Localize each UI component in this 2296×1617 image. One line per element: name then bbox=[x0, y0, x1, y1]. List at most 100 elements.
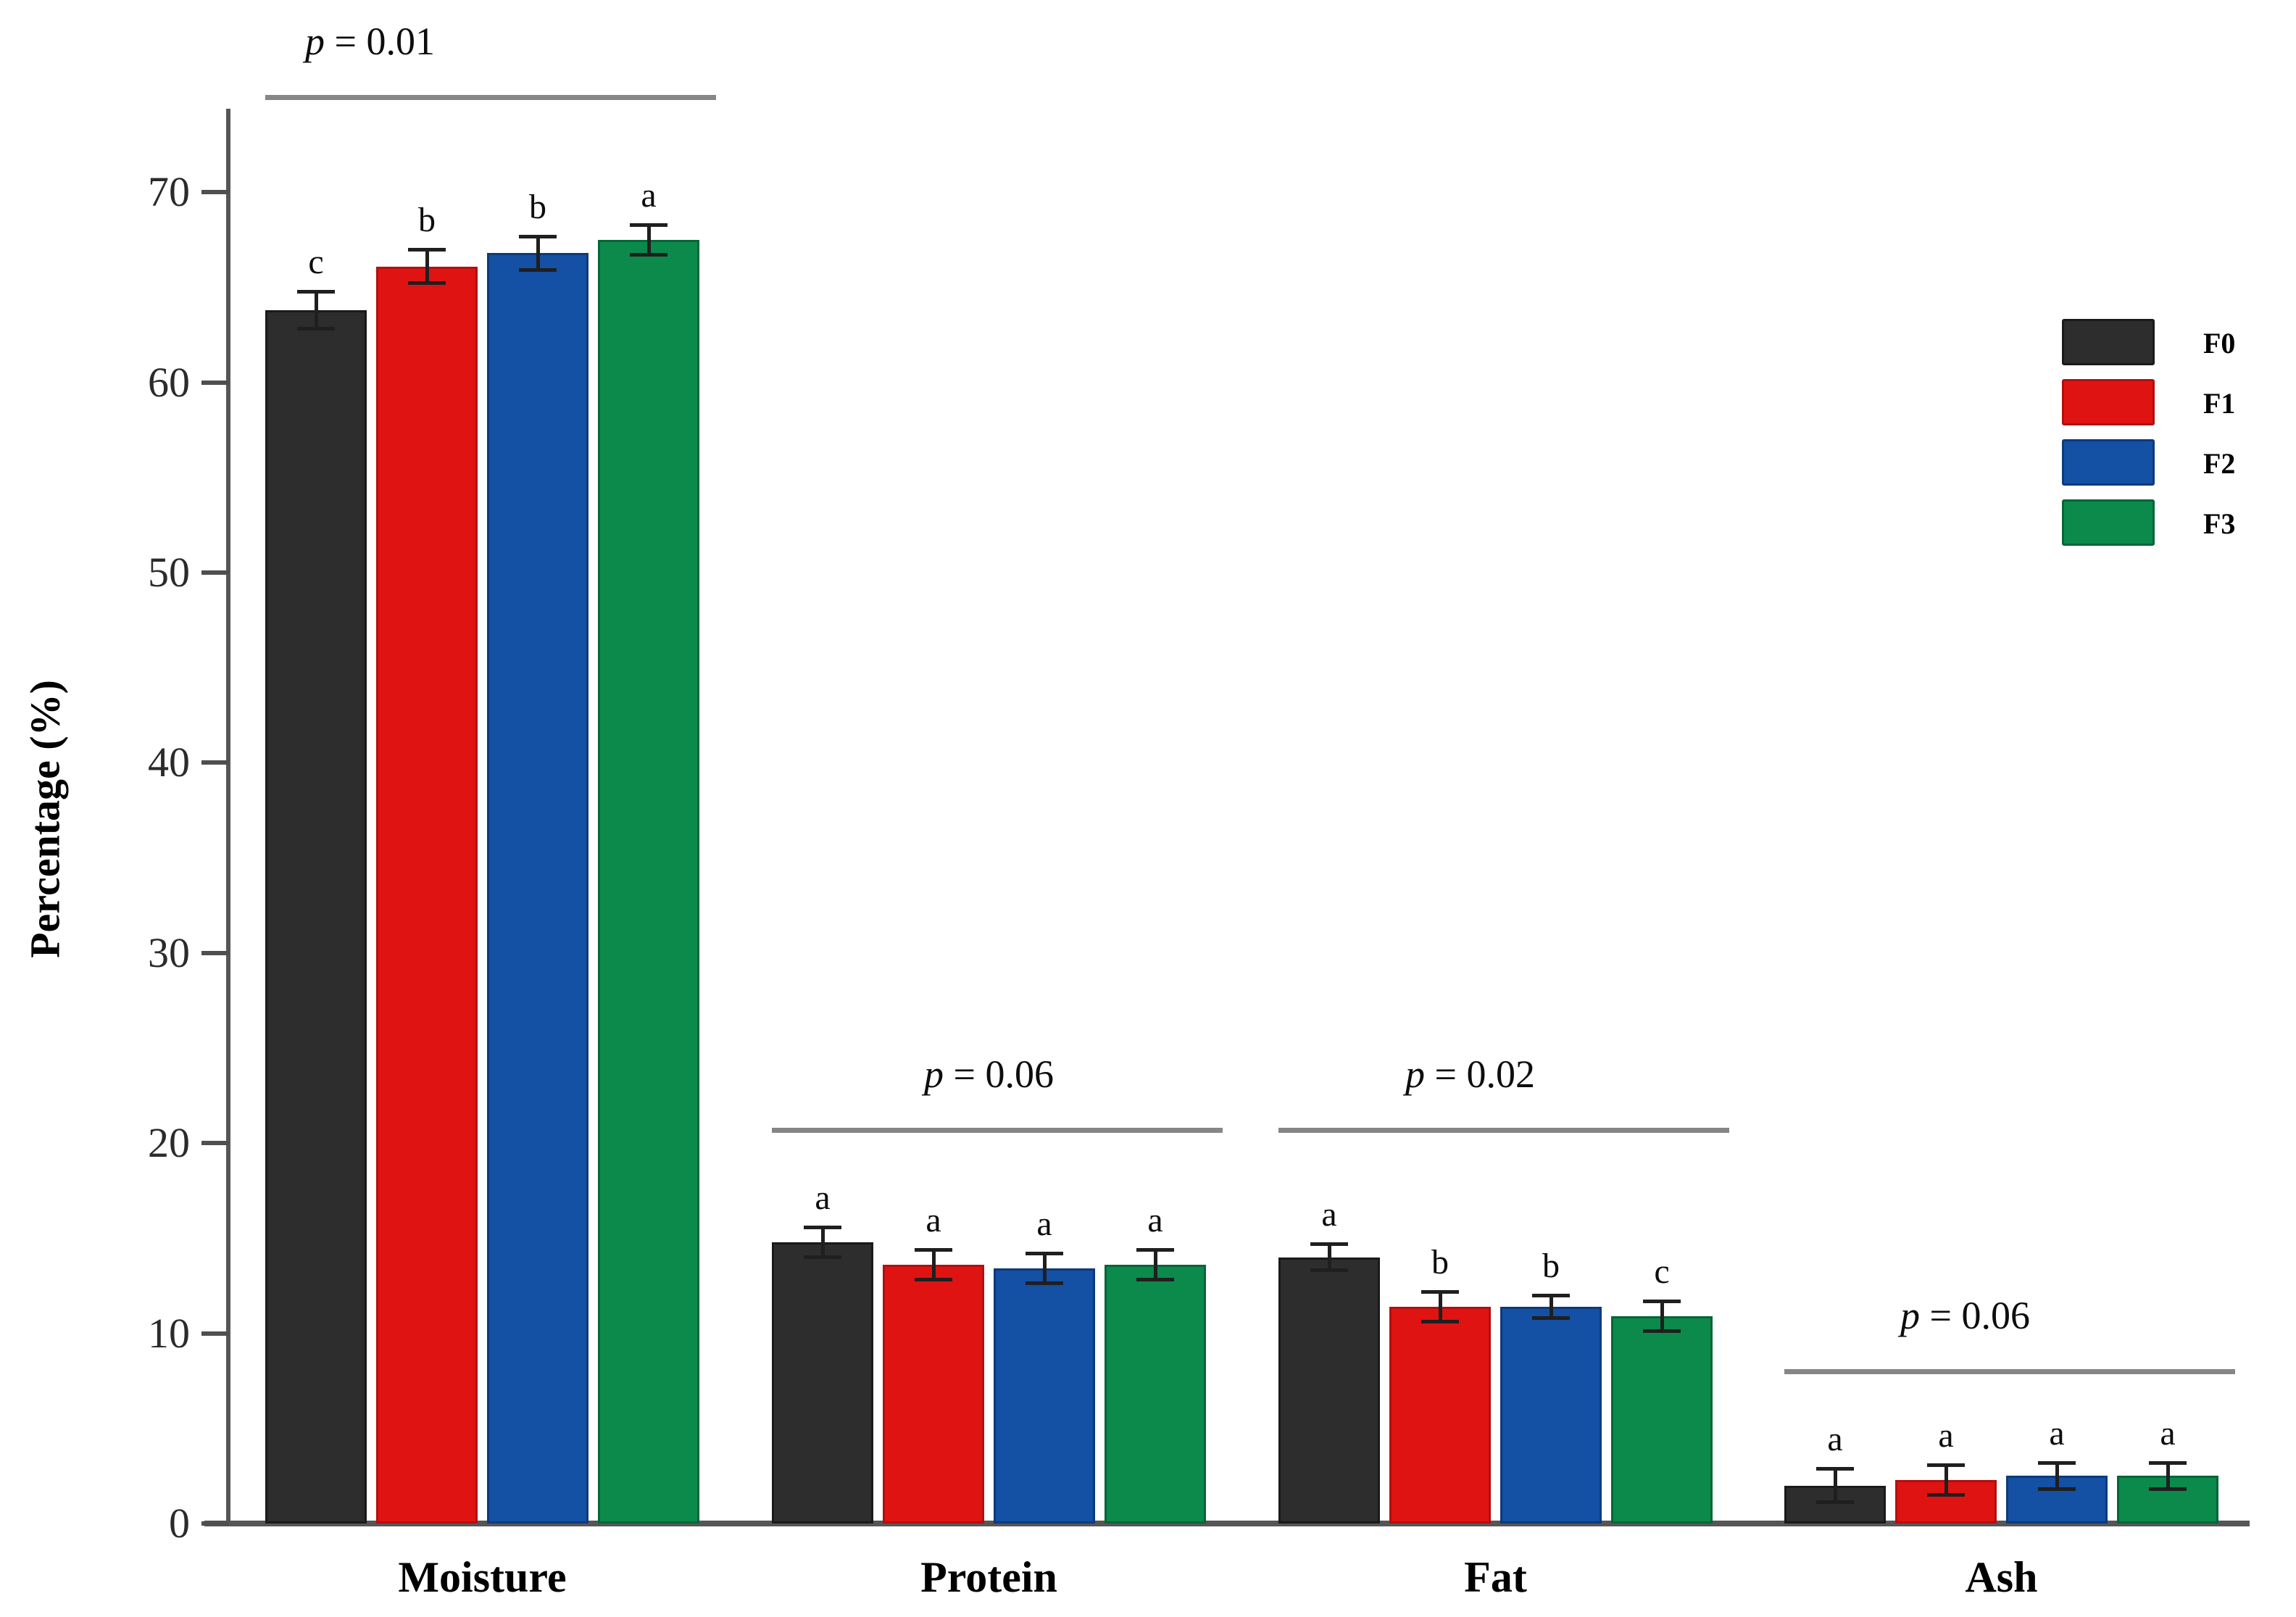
error-bar-cap-bottom bbox=[1643, 1329, 1681, 1333]
error-bar-cap-bottom bbox=[630, 252, 667, 257]
error-bar-f3-fat bbox=[1660, 1300, 1664, 1331]
significance-line-moisture bbox=[265, 95, 716, 100]
bar-f3-moisture bbox=[598, 239, 699, 1524]
significance-letter-f0-ash: a bbox=[1827, 1419, 1843, 1458]
y-tick-mark-40 bbox=[201, 760, 229, 765]
y-tick-label-70: 70 bbox=[148, 168, 190, 216]
p-symbol: p bbox=[305, 20, 325, 63]
y-tick-mark-20 bbox=[201, 1141, 229, 1146]
x-category-label-fat: Fat bbox=[1464, 1553, 1527, 1601]
significance-letter-f0-moisture: c bbox=[308, 242, 324, 281]
p-value-label-protein: p = 0.06 bbox=[924, 1052, 1054, 1096]
error-bar-cap-top bbox=[297, 289, 335, 294]
error-bar-cap-top bbox=[1421, 1289, 1459, 1294]
error-bar-cap-top bbox=[1026, 1252, 1063, 1256]
legend-label-f2: F2 bbox=[2203, 447, 2236, 480]
error-bar-cap-top bbox=[1816, 1466, 1854, 1471]
x-category-label-ash: Ash bbox=[1965, 1553, 2038, 1601]
significance-letter-f3-moisture: a bbox=[641, 175, 657, 215]
y-tick-label-0: 0 bbox=[169, 1500, 190, 1547]
p-symbol: p bbox=[1900, 1294, 1921, 1338]
y-tick-mark-50 bbox=[201, 570, 229, 575]
error-bar-cap-bottom bbox=[804, 1255, 841, 1259]
error-bar-f1-moisture bbox=[425, 249, 429, 284]
bar-f2-protein bbox=[994, 1268, 1095, 1524]
p-value-label-ash: p = 0.06 bbox=[1900, 1294, 2030, 1338]
legend-swatch-f2 bbox=[2062, 439, 2155, 486]
legend-swatch-f0 bbox=[2062, 319, 2155, 365]
x-category-label-protein: Protein bbox=[920, 1553, 1057, 1601]
significance-letter-f0-protein: a bbox=[815, 1178, 831, 1217]
significance-letter-f3-protein: a bbox=[1147, 1201, 1163, 1240]
error-bar-cap-bottom bbox=[1816, 1500, 1854, 1505]
bar-f3-protein bbox=[1105, 1265, 1206, 1524]
error-bar-cap-bottom bbox=[408, 281, 446, 286]
error-bar-cap-top bbox=[1136, 1248, 1174, 1252]
legend-label-f1: F1 bbox=[2203, 387, 2236, 420]
bar-f1-fat bbox=[1389, 1306, 1491, 1524]
error-bar-cap-top bbox=[1532, 1294, 1570, 1298]
significance-line-fat bbox=[1278, 1127, 1729, 1133]
error-bar-cap-top bbox=[2038, 1461, 2076, 1466]
error-bar-f2-ash bbox=[2055, 1463, 2059, 1489]
y-tick-label-10: 10 bbox=[148, 1309, 190, 1357]
p-symbol: p bbox=[924, 1052, 944, 1096]
y-tick-mark-30 bbox=[201, 950, 229, 955]
error-bar-cap-top bbox=[2149, 1461, 2187, 1466]
legend-swatch-f3 bbox=[2062, 499, 2155, 546]
error-bar-f0-protein bbox=[820, 1226, 825, 1258]
x-category-label-moisture: Moisture bbox=[398, 1553, 567, 1601]
error-bar-f0-moisture bbox=[314, 291, 318, 330]
error-bar-cap-bottom bbox=[1421, 1319, 1459, 1323]
y-tick-mark-0 bbox=[201, 1521, 229, 1526]
significance-line-ash bbox=[1784, 1369, 2235, 1375]
bar-f3-fat bbox=[1611, 1315, 1713, 1524]
error-bar-f3-ash bbox=[2166, 1463, 2170, 1489]
error-bar-cap-bottom bbox=[2149, 1487, 2187, 1491]
error-bar-f1-fat bbox=[1438, 1291, 1442, 1322]
y-tick-label-30: 30 bbox=[148, 928, 190, 976]
p-value-label-moisture: p = 0.01 bbox=[305, 20, 435, 63]
error-bar-f2-moisture bbox=[536, 236, 540, 270]
legend-label-f3: F3 bbox=[2203, 507, 2236, 540]
significance-line-protein bbox=[772, 1127, 1223, 1133]
y-tick-label-20: 20 bbox=[148, 1119, 190, 1167]
bar-f1-protein bbox=[883, 1265, 984, 1524]
error-bar-f2-protein bbox=[1042, 1253, 1047, 1284]
y-tick-label-40: 40 bbox=[148, 739, 190, 786]
bar-f0-protein bbox=[772, 1242, 873, 1524]
bar-f0-moisture bbox=[265, 309, 367, 1524]
significance-letter-f3-ash: a bbox=[2160, 1414, 2176, 1453]
error-bar-f1-protein bbox=[931, 1250, 936, 1281]
legend-label-f0: F0 bbox=[2203, 327, 2236, 359]
error-bar-cap-bottom bbox=[1310, 1268, 1348, 1272]
y-tick-mark-60 bbox=[201, 380, 229, 385]
significance-letter-f1-fat: b bbox=[1431, 1242, 1449, 1281]
error-bar-cap-bottom bbox=[519, 267, 557, 272]
significance-letter-f3-fat: c bbox=[1654, 1252, 1670, 1291]
bar-f2-moisture bbox=[487, 253, 588, 1524]
y-axis-title: Percentage (%) bbox=[21, 680, 69, 958]
significance-letter-f2-protein: a bbox=[1036, 1205, 1052, 1244]
significance-letter-f2-fat: b bbox=[1542, 1247, 1560, 1286]
p-value-label-fat: p = 0.02 bbox=[1405, 1052, 1535, 1096]
bar-f2-fat bbox=[1500, 1306, 1602, 1524]
significance-letter-f1-protein: a bbox=[926, 1201, 941, 1240]
bar-f0-fat bbox=[1278, 1257, 1380, 1524]
significance-letter-f1-moisture: b bbox=[418, 200, 436, 239]
error-bar-cap-bottom bbox=[2038, 1487, 2076, 1491]
error-bar-cap-top bbox=[915, 1248, 952, 1252]
significance-letter-f1-ash: a bbox=[1938, 1416, 1954, 1455]
error-bar-f3-protein bbox=[1153, 1250, 1157, 1281]
error-bar-cap-top bbox=[519, 234, 557, 238]
bar-f1-moisture bbox=[376, 266, 478, 1524]
error-bar-cap-top bbox=[1927, 1463, 1965, 1467]
significance-letter-f2-moisture: b bbox=[529, 187, 546, 226]
error-bar-f0-fat bbox=[1327, 1244, 1331, 1271]
error-bar-f3-moisture bbox=[646, 224, 651, 255]
error-bar-cap-bottom bbox=[915, 1278, 952, 1282]
legend-swatch-f1 bbox=[2062, 379, 2155, 425]
significance-letter-f2-ash: a bbox=[2049, 1414, 2065, 1453]
p-symbol: p bbox=[1405, 1052, 1426, 1096]
y-tick-label-50: 50 bbox=[148, 549, 190, 596]
